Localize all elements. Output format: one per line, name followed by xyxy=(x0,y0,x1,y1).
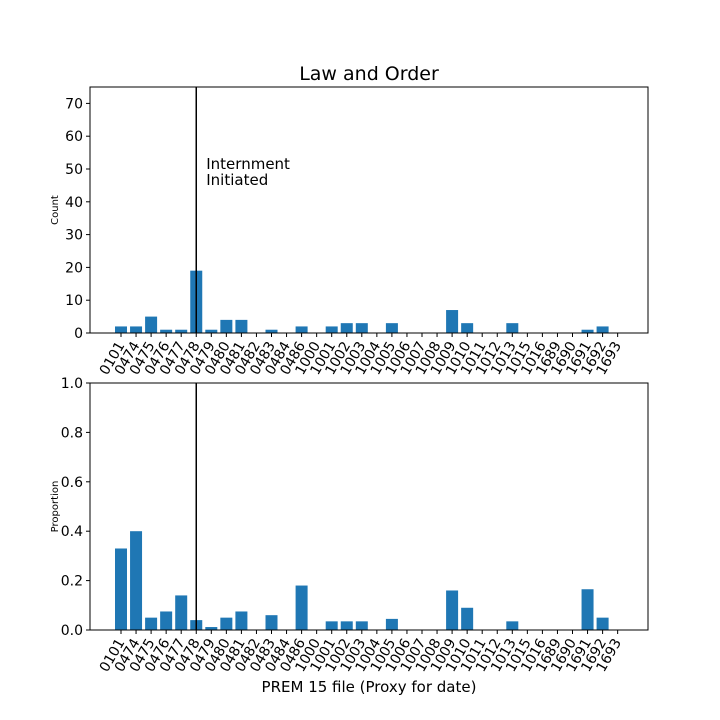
bar-1003 xyxy=(355,621,368,630)
bar-0477 xyxy=(175,595,188,630)
bar-1013 xyxy=(506,621,519,630)
panel-count: 010203040506070Count01010474047504760477… xyxy=(50,86,649,378)
bar-0476 xyxy=(160,611,173,630)
bar-0481 xyxy=(235,319,248,333)
y-tick-label: 20 xyxy=(65,260,83,276)
bar-1005 xyxy=(385,323,398,333)
bar-1003 xyxy=(355,323,368,333)
bar-0476 xyxy=(160,329,173,333)
y-tick-label: 0 xyxy=(74,326,83,342)
y-tick-label: 0.0 xyxy=(61,623,83,639)
bar-0479 xyxy=(205,627,218,630)
bar-0101 xyxy=(115,548,127,630)
bar-1010 xyxy=(461,323,474,333)
bar-1009 xyxy=(446,590,459,630)
x-axis-label: PREM 15 file (Proxy for date) xyxy=(262,678,477,696)
bar-0480 xyxy=(220,319,233,333)
y-tick-label: 60 xyxy=(65,129,83,145)
panel-proportion: 0.00.20.40.60.81.0Proportion010104740475… xyxy=(50,376,649,675)
bar-1001 xyxy=(325,621,338,630)
bar-0101 xyxy=(115,326,127,333)
axes-frame xyxy=(89,382,649,631)
y-tick-label: 0.6 xyxy=(61,475,83,491)
bar-1002 xyxy=(340,621,353,630)
bar-0486 xyxy=(295,326,308,333)
y-tick-label: 0.4 xyxy=(61,524,83,540)
bar-1013 xyxy=(506,323,519,333)
bar-1692 xyxy=(596,326,609,333)
y-tick-label: 40 xyxy=(65,195,83,211)
bar-0474 xyxy=(130,326,143,333)
bar-0474 xyxy=(130,531,143,630)
chart-panels: 010203040506070Count01010474047504760477… xyxy=(50,86,649,675)
y-tick-label: 50 xyxy=(65,162,83,178)
bar-1692 xyxy=(596,617,609,630)
bar-1691 xyxy=(581,589,594,630)
bar-0475 xyxy=(145,316,158,333)
y-tick-label: 10 xyxy=(65,293,83,309)
bar-1002 xyxy=(340,323,353,333)
bar-0477 xyxy=(175,329,188,333)
bar-1001 xyxy=(325,326,338,333)
y-tick-label: 0.2 xyxy=(61,574,83,590)
bar-1691 xyxy=(581,329,594,333)
chart-title: Law and Order xyxy=(299,63,439,85)
bar-0479 xyxy=(205,329,218,333)
y-tick-label: 0.8 xyxy=(61,425,83,441)
y-axis-label: Count xyxy=(50,195,61,225)
bar-0483 xyxy=(265,329,278,333)
bar-0483 xyxy=(265,615,278,630)
bar-0486 xyxy=(295,585,308,630)
axes-frame xyxy=(89,86,649,334)
y-tick-label: 30 xyxy=(65,228,83,244)
y-axis-label: Proportion xyxy=(50,481,61,533)
bar-1010 xyxy=(461,607,474,630)
bar-1005 xyxy=(385,618,398,630)
bar-0475 xyxy=(145,617,158,630)
y-tick-label: 70 xyxy=(65,96,83,112)
annotation-line2: Initiated xyxy=(206,171,268,189)
bar-0481 xyxy=(235,611,248,630)
bar-1009 xyxy=(446,310,459,333)
y-tick-label: 1.0 xyxy=(61,376,83,392)
bar-0480 xyxy=(220,617,233,630)
annotation-line1: Internment xyxy=(206,155,290,173)
